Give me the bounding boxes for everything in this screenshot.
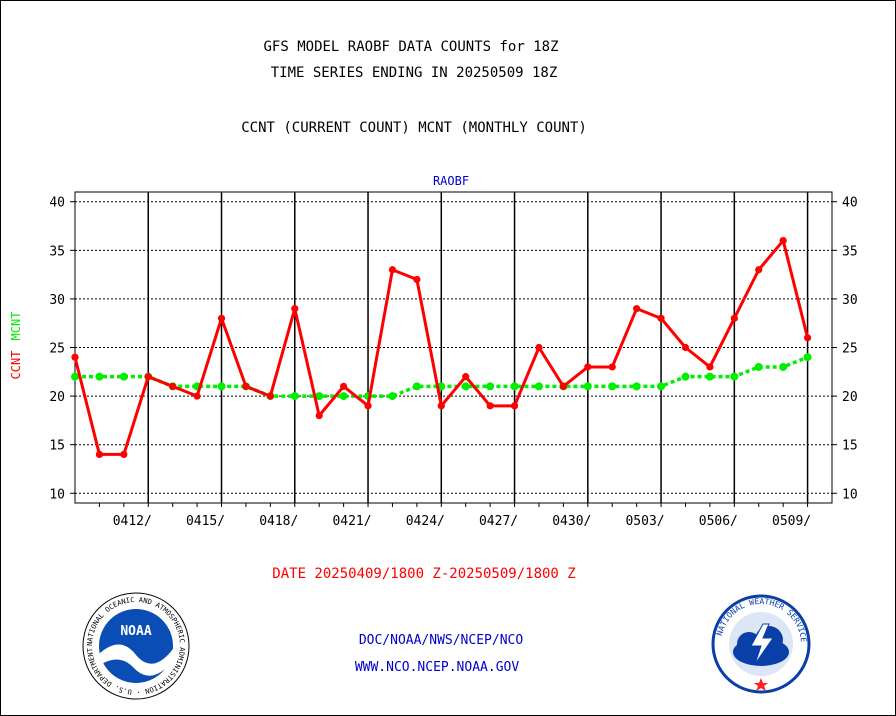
y-tick-label-right: 20	[842, 390, 858, 405]
data-point-mcnt	[583, 382, 592, 391]
data-point-mcnt	[217, 382, 226, 391]
y-axis-label-mcnt: MCNT	[9, 312, 23, 341]
y-tick-label-right: 15	[842, 439, 858, 454]
y-tick-label-left: 25	[49, 342, 65, 357]
data-point-mcnt	[315, 392, 324, 401]
x-tick-label: 0421/	[332, 514, 371, 529]
data-point-mcnt	[534, 382, 543, 391]
ticks-layer: 10 10 15 15 20 20 25 25 30 30 35 35 40 40 0412/0415/04…	[49, 196, 857, 529]
data-point-ccnt	[535, 343, 543, 352]
data-point-ccnt	[779, 236, 787, 245]
data-point-mcnt	[412, 382, 421, 391]
grid-layer	[75, 192, 832, 503]
data-point-mcnt	[681, 372, 690, 381]
data-point-mcnt	[730, 372, 739, 381]
y-tick-label-right: 40	[842, 196, 858, 211]
data-point-mcnt	[632, 382, 641, 391]
y-tick-label-left: 40	[49, 196, 65, 211]
data-point-mcnt	[705, 372, 714, 381]
data-point-mcnt	[754, 362, 763, 371]
data-point-ccnt	[559, 382, 567, 390]
y-tick-label-left: 20	[49, 390, 65, 405]
chart-title-line2: TIME SERIES ENDING IN 20250509 18Z	[270, 65, 558, 81]
x-tick-label: 0427/	[479, 514, 518, 529]
y-tick-label-right: 30	[842, 293, 858, 308]
data-point-mcnt	[657, 382, 666, 391]
data-point-ccnt	[71, 353, 79, 361]
data-point-mcnt	[95, 372, 104, 381]
y-tick-label-right: 25	[842, 342, 858, 357]
plot-label: RAOBF	[433, 174, 469, 188]
data-point-ccnt	[681, 343, 690, 352]
noaa-logo-text: NOAA	[120, 624, 151, 639]
nws-logo-icon: NATIONAL WEATHER SERVICE	[711, 594, 811, 694]
data-point-ccnt	[120, 450, 128, 459]
data-point-ccnt	[413, 275, 421, 284]
data-point-ccnt	[144, 373, 152, 381]
chart-subtitle: CCNT (CURRENT COUNT) MCNT (MONTHLY COUNT…	[241, 120, 587, 136]
x-tick-label: 0503/	[625, 514, 664, 529]
data-point-ccnt	[266, 392, 274, 400]
y-tick-label-left: 10	[49, 487, 65, 502]
data-point-ccnt	[291, 305, 299, 313]
data-point-ccnt	[169, 382, 177, 390]
x-tick-label: 0509/	[772, 514, 811, 529]
data-point-mcnt	[779, 362, 788, 371]
data-point-ccnt	[364, 402, 372, 410]
data-point-ccnt	[608, 363, 616, 371]
chart-title-line1: GFS MODEL RAOBF DATA COUNTS for 18Z	[263, 39, 559, 55]
data-point-mcnt	[486, 382, 495, 391]
data-point-ccnt	[730, 314, 738, 322]
x-tick-label: 0412/	[113, 514, 152, 529]
data-point-ccnt	[388, 266, 397, 274]
data-point-ccnt	[193, 392, 201, 400]
y-tick-label-left: 15	[49, 439, 65, 454]
data-point-mcnt	[803, 353, 812, 362]
data-point-ccnt	[803, 334, 812, 342]
data-point-mcnt	[461, 382, 470, 391]
data-point-ccnt	[755, 266, 763, 274]
data-point-mcnt	[388, 392, 397, 401]
y-tick-label-right: 35	[842, 244, 858, 259]
data-point-ccnt	[95, 450, 104, 459]
data-point-mcnt	[608, 382, 617, 391]
x-tick-label: 0415/	[186, 514, 225, 529]
data-point-ccnt	[657, 314, 665, 322]
data-point-mcnt	[290, 392, 299, 401]
y-tick-label-left: 35	[49, 244, 65, 259]
x-tick-label: 0430/	[552, 514, 591, 529]
x-tick-label: 0418/	[259, 514, 298, 529]
data-point-ccnt	[315, 411, 323, 420]
noaa-logo-icon: NATIONAL OCEANIC AND ATMOSPHERIC ADMINIS…	[81, 591, 190, 700]
data-point-ccnt	[242, 382, 250, 390]
data-point-ccnt	[437, 402, 445, 410]
data-point-mcnt	[339, 392, 348, 401]
data-point-ccnt	[340, 382, 348, 390]
data-point-ccnt	[706, 363, 714, 371]
data-point-mcnt	[71, 372, 79, 381]
data-point-ccnt	[584, 363, 592, 371]
series-layer	[71, 236, 812, 459]
x-tick-label: 0424/	[406, 514, 445, 529]
website-link[interactable]: WWW.NCO.NCEP.NOAA.GOV	[354, 660, 520, 675]
data-point-ccnt	[462, 373, 470, 381]
y-tick-label-left: 30	[49, 293, 65, 308]
data-point-mcnt	[119, 372, 128, 381]
data-point-ccnt	[217, 314, 226, 322]
data-point-mcnt	[510, 382, 519, 391]
data-point-ccnt	[510, 402, 519, 410]
org-path-label: DOC/NOAA/NWS/NCEP/NCO	[358, 633, 524, 648]
y-axis-label-ccnt: CCNT	[9, 351, 23, 380]
data-point-ccnt	[486, 402, 494, 410]
x-tick-label: 0506/	[699, 514, 738, 529]
y-tick-label-right: 10	[842, 487, 858, 502]
date-range-label: DATE 20250409/1800 Z-20250509/1800 Z	[272, 566, 576, 582]
data-point-ccnt	[633, 305, 641, 313]
